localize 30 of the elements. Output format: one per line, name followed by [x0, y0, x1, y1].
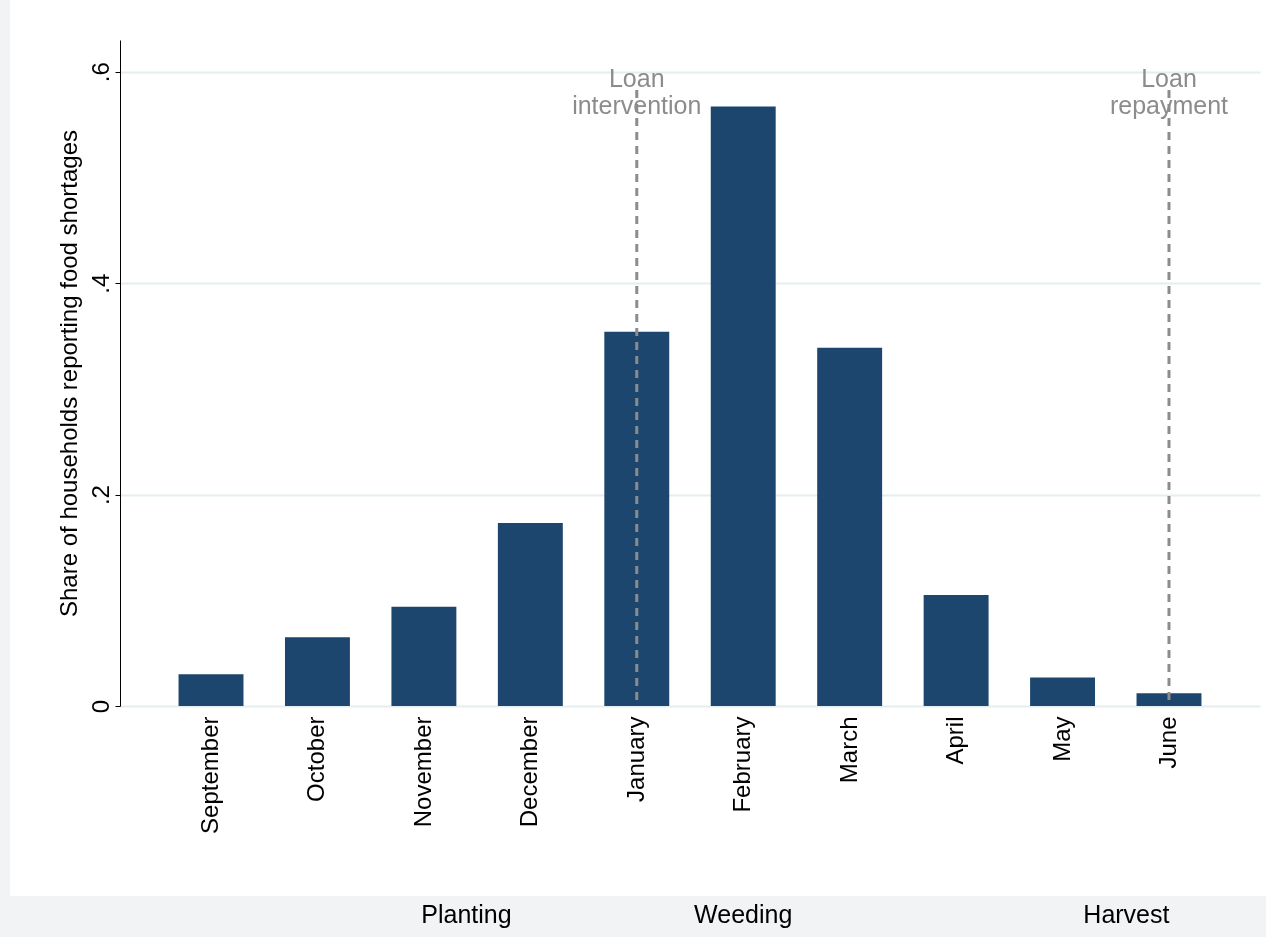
x-tick-label: October	[302, 716, 330, 802]
bar	[178, 674, 244, 706]
bar	[1136, 693, 1202, 706]
bar	[1030, 677, 1096, 706]
x-tick-label: May	[1047, 716, 1075, 762]
ref-line-label: Loan repayment	[1109, 64, 1229, 119]
x-tick-label: December	[515, 716, 543, 828]
x-tick-label: April	[941, 716, 969, 765]
x-tick-label: November	[408, 716, 436, 828]
y-tick-label: .6	[86, 62, 114, 83]
ref-line-label: Loan intervention	[572, 64, 702, 119]
y-tick-label: .4	[86, 273, 114, 294]
text: Planting	[421, 900, 512, 929]
y-tick-label: 0	[86, 699, 114, 714]
y-tick-label: .2	[86, 485, 114, 506]
text: Weeding	[694, 900, 793, 929]
bar	[497, 523, 563, 706]
x-tick-label: February	[728, 716, 756, 813]
text: Harvest	[1083, 900, 1170, 929]
bar	[604, 331, 670, 706]
bar	[710, 106, 776, 706]
x-tick-label: June	[1153, 716, 1181, 769]
x-tick-label: March	[834, 716, 862, 784]
bar	[817, 347, 883, 706]
bar	[284, 637, 350, 706]
y-axis-title: Share of households reporting food shortages	[54, 130, 82, 617]
bar	[923, 595, 989, 706]
bar	[391, 606, 457, 706]
x-tick-label: January	[621, 716, 649, 802]
x-tick-label: September	[196, 716, 224, 834]
